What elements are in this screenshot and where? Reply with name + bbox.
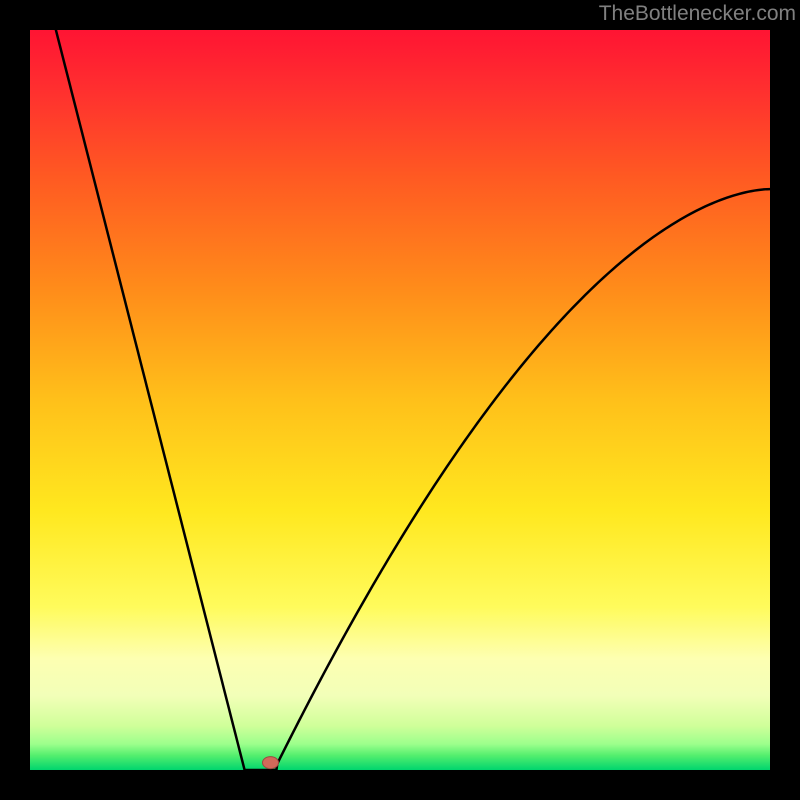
optimal-point-marker bbox=[263, 757, 279, 769]
image-frame: TheBottlenecker.com bbox=[0, 0, 800, 800]
gradient-background bbox=[30, 30, 770, 770]
watermark-text: TheBottlenecker.com bbox=[599, 2, 796, 26]
chart-svg bbox=[30, 30, 770, 770]
heatmap-plot bbox=[30, 30, 770, 770]
